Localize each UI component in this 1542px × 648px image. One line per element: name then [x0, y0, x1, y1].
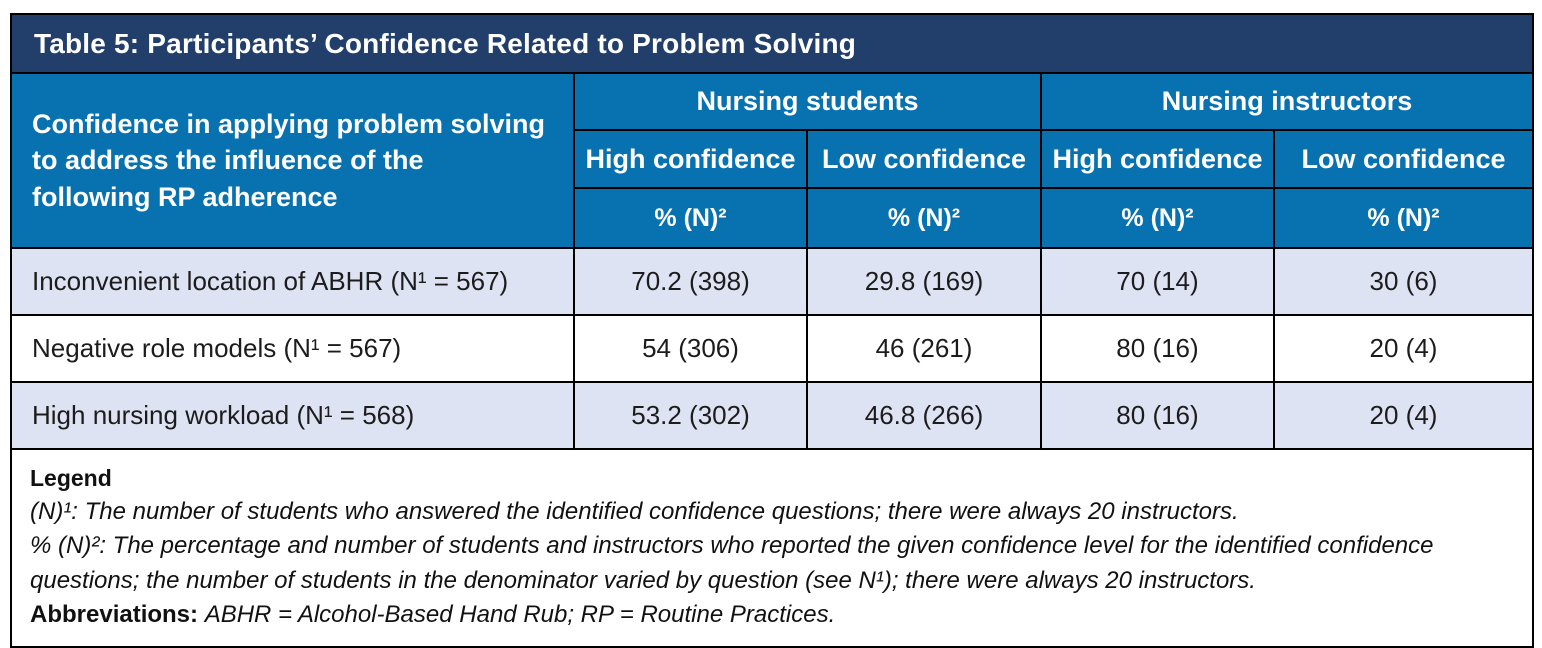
legend-section: Legend (N)¹: The number of students who … — [10, 448, 1534, 648]
legend-note-n1: (N)¹: The number of students who answere… — [30, 498, 1239, 526]
abbreviations-text: ABHR = Alcohol-Based Hand Rub; RP = Rout… — [204, 600, 836, 628]
cell-instructors-low: 20 (4) — [1273, 381, 1534, 450]
unit-instructors-high: % (N)² — [1040, 187, 1275, 249]
cell-students-low: 46 (261) — [806, 314, 1042, 383]
subheader-students-low: Low confidence — [806, 129, 1042, 189]
confidence-table: Table 5: Participants’ Confidence Relate… — [10, 13, 1534, 648]
cell-students-low: 46.8 (266) — [806, 381, 1042, 450]
legend-heading: Legend — [30, 465, 112, 491]
table-title-row: Table 5: Participants’ Confidence Relate… — [10, 13, 1534, 74]
table-title: Table 5: Participants’ Confidence Relate… — [10, 13, 1534, 74]
legend-abbreviations: Abbreviations: ABHR = Alcohol-Based Hand… — [30, 598, 1512, 632]
cell-students-high: 53.2 (302) — [573, 381, 808, 450]
unit-students-low: % (N)² — [806, 187, 1042, 249]
row-label: Negative role models (N¹ = 567) — [10, 314, 575, 383]
cell-instructors-high: 70 (14) — [1040, 247, 1275, 316]
row-label: High nursing workload (N¹ = 568) — [10, 381, 575, 450]
table-row-nursing-workload: High nursing workload (N¹ = 568) 53.2 (3… — [10, 381, 1534, 450]
cell-instructors-high: 80 (16) — [1040, 381, 1275, 450]
table-row-negative-role-models: Negative role models (N¹ = 567) 54 (306)… — [10, 314, 1534, 383]
unit-students-high: % (N)² — [573, 187, 808, 249]
subheader-instructors-low: Low confidence — [1273, 129, 1534, 189]
stub-header: Confidence in applying problem solving t… — [10, 72, 575, 249]
cell-students-high: 54 (306) — [573, 314, 808, 383]
cell-instructors-high: 80 (16) — [1040, 314, 1275, 383]
confidence-header-row: High confidence Low confidence High conf… — [11, 129, 1534, 189]
cell-instructors-low: 30 (6) — [1273, 247, 1534, 316]
unit-header-row: % (N)² % (N)² % (N)² % (N)² — [11, 187, 1534, 249]
group-header-nursing-students: Nursing students — [573, 72, 1042, 131]
abbreviations-label: Abbreviations: — [30, 600, 205, 628]
subheader-students-high: High confidence — [573, 129, 808, 189]
group-header-nursing-instructors: Nursing instructors — [1040, 72, 1534, 131]
cell-students-low: 29.8 (169) — [806, 247, 1042, 316]
legend-row: Legend (N)¹: The number of students who … — [10, 448, 1534, 648]
unit-instructors-low: % (N)² — [1273, 187, 1534, 249]
cell-students-high: 70.2 (398) — [573, 247, 808, 316]
table-container: Table 5: Participants’ Confidence Relate… — [10, 13, 1534, 648]
cell-instructors-low: 20 (4) — [1273, 314, 1534, 383]
table-row-abhr-location: Inconvenient location of ABHR (N¹ = 567)… — [10, 247, 1534, 316]
group-header-row: Confidence in applying problem solving t… — [10, 72, 1534, 249]
legend-note-n2: % (N)²: The percentage and number of stu… — [30, 532, 1434, 594]
row-label: Inconvenient location of ABHR (N¹ = 567) — [10, 247, 575, 316]
subheader-instructors-high: High confidence — [1040, 129, 1275, 189]
